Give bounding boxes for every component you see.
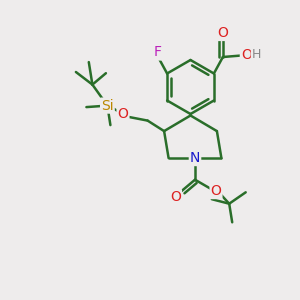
Text: O: O [241, 48, 252, 62]
Text: Si: Si [101, 99, 114, 112]
Text: O: O [170, 190, 181, 204]
Text: F: F [154, 46, 162, 59]
Text: O: O [218, 26, 228, 40]
Text: O: O [118, 107, 128, 121]
Text: H: H [252, 48, 261, 62]
Text: O: O [211, 184, 221, 198]
Text: N: N [190, 151, 200, 165]
